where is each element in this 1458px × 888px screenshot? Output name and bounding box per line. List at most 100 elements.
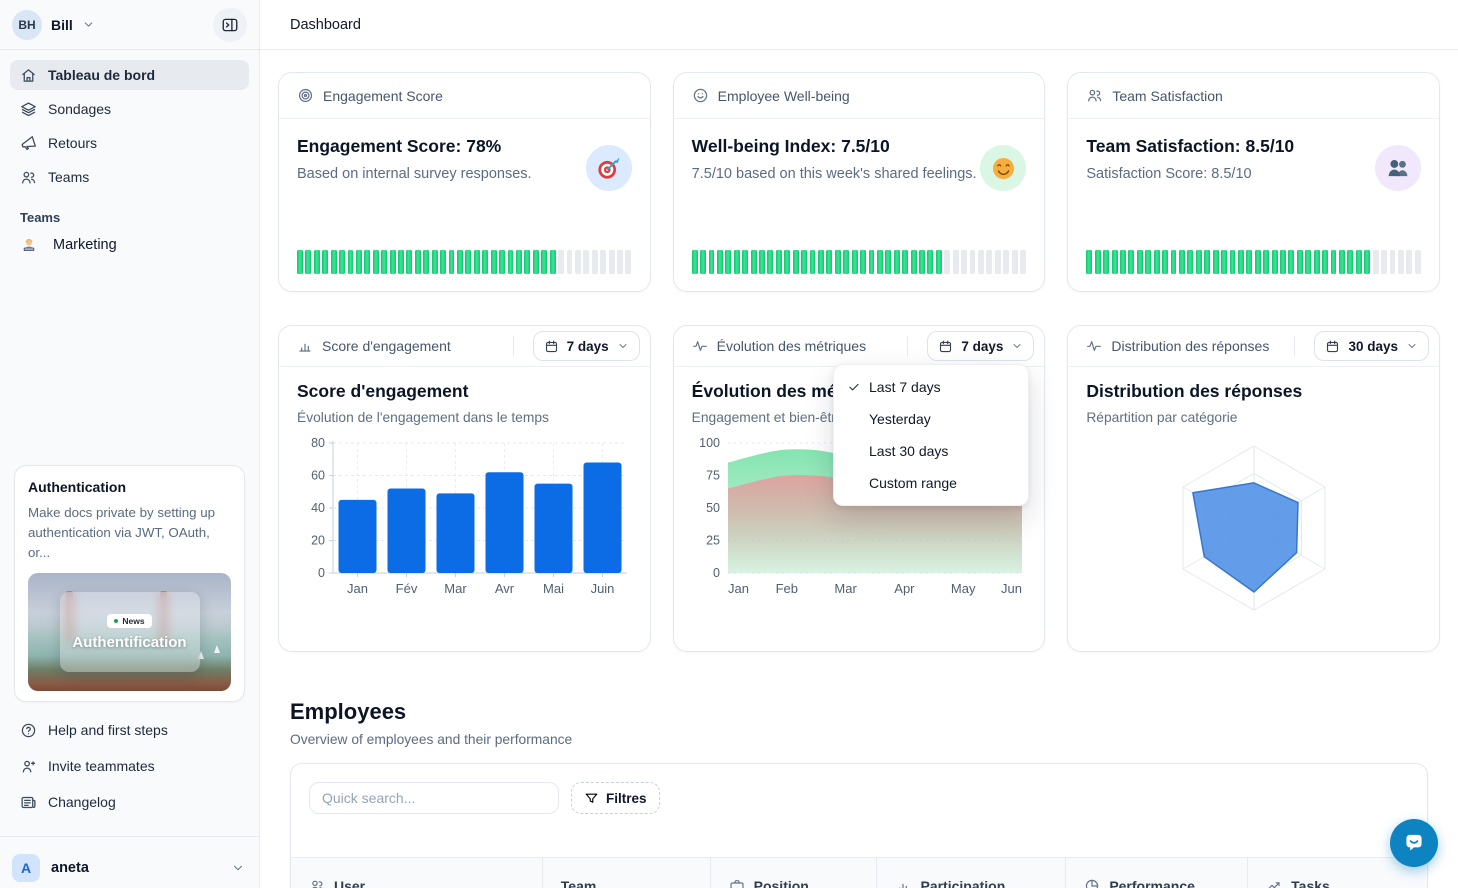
menu-item-custom-range[interactable]: Custom range [869, 475, 957, 491]
news-badge: News [107, 613, 152, 628]
sidebar-item-label: Invite teammates [48, 758, 155, 774]
menu-item-yesterday[interactable]: Yesterday [869, 411, 931, 427]
menu-item-last-30-days[interactable]: Last 30 days [869, 443, 949, 459]
column-header-team[interactable]: Team [543, 858, 711, 888]
progress-segment [1003, 250, 1010, 274]
sidebar-collapse-button[interactable] [213, 7, 247, 42]
chat-launcher-button[interactable] [1390, 819, 1438, 867]
svg-text:Mar: Mar [444, 581, 467, 596]
promo-image: News Authentification [28, 573, 231, 691]
progress-segment [952, 250, 959, 274]
filters-button[interactable]: Filtres [571, 782, 660, 814]
main-content: Dashboard Engagement Score Engagement Sc… [260, 0, 1458, 888]
bar-chart-icon [297, 338, 313, 354]
svg-text:Juin: Juin [591, 581, 615, 596]
progress-segment [1406, 250, 1413, 274]
column-header-performance[interactable]: Performance [1066, 858, 1249, 888]
progress-segment [1128, 250, 1135, 274]
progress-segment [1086, 250, 1093, 274]
progress-segment [1355, 250, 1362, 274]
progress-segment [1094, 250, 1101, 274]
svg-text:50: 50 [706, 501, 720, 515]
page-title: Dashboard [290, 16, 361, 33]
sidebar-item-tableau-de-bord[interactable]: Tableau de bord [10, 60, 249, 90]
progress-segment [1103, 250, 1110, 274]
progress-segment [1296, 250, 1303, 274]
search-input[interactable] [309, 782, 559, 814]
sidebar: BH Bill Tableau de bord Sondages Retours Te… [0, 0, 260, 888]
date-range-button[interactable]: 7 days [532, 331, 640, 361]
progress-segment [549, 250, 556, 274]
chart-title: Distribution des réponses [1086, 381, 1303, 401]
team-label: Marketing [53, 237, 117, 253]
progress-segment [826, 250, 833, 274]
progress-segment [566, 250, 573, 274]
sidebar-item-label: Tableau de bord [48, 67, 156, 83]
progress-segment [868, 250, 875, 274]
progress-segment [1020, 250, 1027, 274]
progress-segment [1178, 250, 1185, 274]
progress-segment [406, 250, 413, 274]
svg-text:Jan: Jan [347, 581, 368, 596]
progress-segment [725, 250, 732, 274]
date-range-button-open[interactable]: 7 days [927, 331, 1035, 361]
sidebar-nav: Tableau de bord Sondages Retours Teams [0, 50, 259, 196]
sidebar-item-help-and-first-steps[interactable]: Help and first steps [10, 716, 249, 744]
progress-segment [1229, 250, 1236, 274]
users-icon [20, 169, 37, 186]
progress-segment [818, 250, 824, 274]
column-label: Participation [920, 877, 1006, 888]
progress-segment [1237, 250, 1244, 274]
svg-text:100: 100 [699, 436, 720, 450]
panel-collapse-icon [221, 16, 239, 34]
progress-segment [1111, 250, 1118, 274]
svg-text:0: 0 [318, 566, 325, 580]
sidebar-team-marketing[interactable]: Marketing [0, 231, 259, 259]
progress-segment [423, 250, 430, 274]
progress-segment [944, 250, 951, 274]
promo-card-authentication[interactable]: Authentication Make docs private by sett… [14, 465, 245, 702]
briefcase-icon [729, 878, 745, 888]
progress-segment [775, 250, 782, 274]
progress-segment [617, 250, 623, 274]
date-range-button[interactable]: 30 days [1314, 331, 1430, 361]
progress-segment [313, 250, 320, 274]
stat-subtitle: Satisfaction Score: 8.5/10 [1086, 166, 1252, 182]
svg-text:20: 20 [311, 534, 325, 548]
sidebar-item-changelog[interactable]: Changelog [10, 788, 249, 816]
chevron-down-icon [1011, 340, 1023, 352]
stat-card-header-label: Engagement Score [323, 87, 443, 104]
progress-segment [1212, 250, 1219, 274]
column-header-participation[interactable]: Participation [877, 858, 1067, 888]
column-header-position[interactable]: Position [711, 858, 878, 888]
sidebar-item-invite-teammates[interactable]: Invite teammates [10, 752, 249, 780]
progress-segment [608, 250, 615, 274]
progress-segment [860, 250, 866, 274]
sidebar-item-retours[interactable]: Retours [10, 128, 249, 158]
progress-segment [389, 250, 396, 274]
progress-segment [843, 250, 850, 274]
chart-subtitle: Évolution de l'engagement dans le temps [297, 410, 549, 425]
sidebar-item-label: Teams [48, 169, 90, 185]
menu-item-last-7-days[interactable]: Last 7 days [834, 371, 1028, 403]
svg-text:Mai: Mai [543, 581, 564, 596]
svg-text:Mar: Mar [834, 581, 857, 596]
progress-segment [1120, 250, 1126, 274]
smiling-face-emoji-icon [980, 145, 1027, 191]
workspace-name: aneta [51, 859, 89, 876]
progress-segment [1397, 250, 1404, 274]
calendar-icon [938, 339, 953, 354]
stat-card-header-label: Team Satisfaction [1112, 87, 1223, 104]
progress-segment [893, 250, 900, 274]
progress-segment [339, 250, 345, 274]
progress-segment [1195, 250, 1202, 274]
workspace-switcher[interactable]: A aneta [0, 836, 259, 888]
column-header-tasks[interactable]: Tasks [1248, 858, 1427, 888]
sidebar-item-teams[interactable]: Teams [10, 162, 249, 192]
sidebar-item-label: Changelog [48, 794, 116, 810]
user-menu[interactable]: BH Bill [12, 9, 95, 40]
layers-icon [20, 101, 37, 118]
column-header-user[interactable]: User [291, 858, 543, 888]
sidebar-item-sondages[interactable]: Sondages [10, 94, 249, 124]
progress-segment [1170, 250, 1177, 274]
